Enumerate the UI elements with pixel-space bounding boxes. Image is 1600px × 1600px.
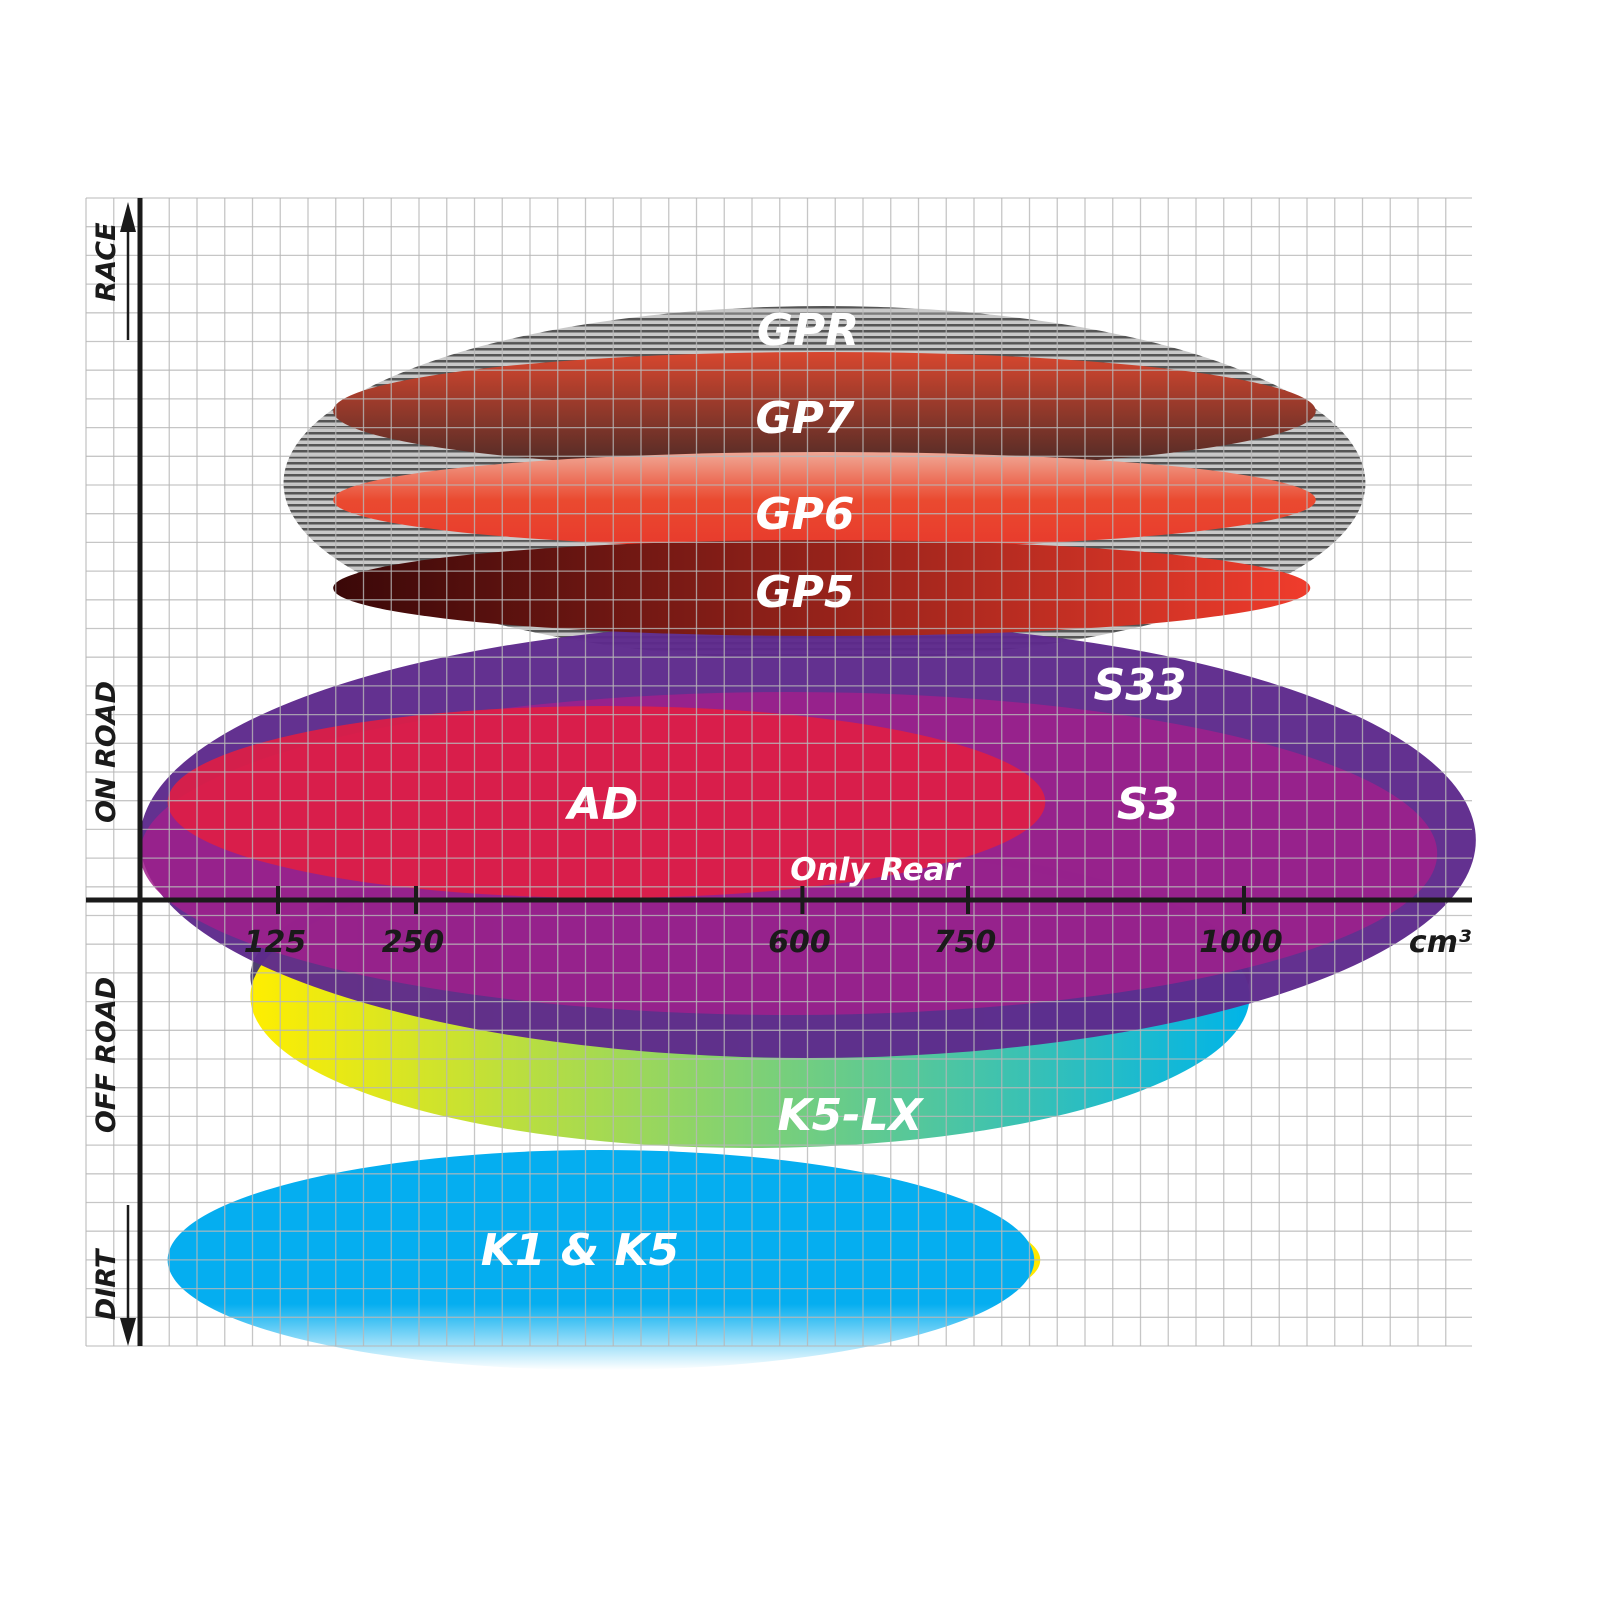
y-label-dirt: DIRT xyxy=(91,1247,122,1320)
grid xyxy=(85,197,1472,1347)
region-label-gp5: GP5 xyxy=(756,567,855,618)
region-label-ad: AD xyxy=(565,779,639,830)
x-unit-label: cm³ xyxy=(1409,925,1471,960)
region-gp6 xyxy=(333,452,1316,548)
region-gp5 xyxy=(333,540,1311,636)
y-label-off-road: OFF ROAD xyxy=(91,977,122,1133)
x-tick-label: 250 xyxy=(382,925,445,960)
only-rear-annotation: Only Rear xyxy=(790,852,961,888)
y-label-on-road: ON ROAD xyxy=(91,681,122,823)
region-label-s3: S3 xyxy=(1117,779,1179,830)
x-tick-label: 125 xyxy=(244,925,307,960)
x-tick-label: 750 xyxy=(934,925,997,960)
y-label-race: RACE xyxy=(91,222,122,302)
region-label-k1k5: K1 & K5 xyxy=(481,1225,679,1276)
x-tick-label: 1000 xyxy=(1199,925,1283,960)
region-label-k5lx: K5-LX xyxy=(778,1090,925,1141)
x-tick-label: 600 xyxy=(768,925,831,960)
region-label-gp6: GP6 xyxy=(756,489,855,540)
region-label-gp7: GP7 xyxy=(756,393,855,444)
region-ad xyxy=(167,706,1046,898)
region-label-gpr: GPR xyxy=(757,305,859,356)
dirt-arrow-head-icon xyxy=(120,1318,136,1346)
race-arrow-head-icon xyxy=(120,202,136,232)
region-label-s33: S33 xyxy=(1094,660,1187,711)
region-gp7 xyxy=(333,352,1316,470)
